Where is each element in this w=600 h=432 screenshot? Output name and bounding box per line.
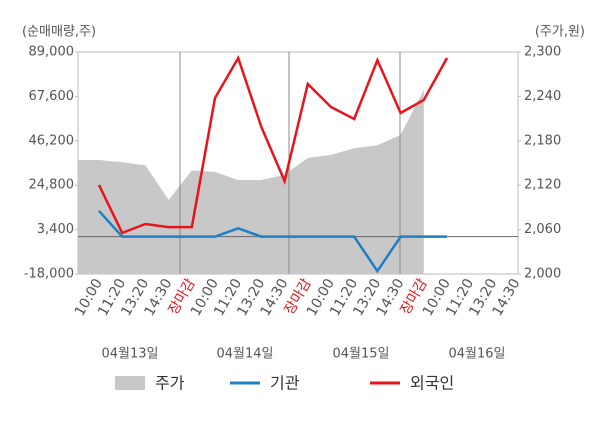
y-tick-label: 24,800 [29, 178, 75, 193]
legend-label: 기관 [270, 374, 300, 393]
y-tick-label: -18,000 [24, 267, 74, 282]
legend-label: 주가 [155, 374, 185, 393]
y2-axis-label: (주가,원) [535, 25, 585, 40]
y2-tick-label: 2,120 [524, 178, 561, 193]
y-tick-label: 46,200 [29, 133, 75, 148]
y2-tick-label: 2,060 [524, 222, 561, 237]
y-axis-label: (순매매량,주) [22, 25, 96, 40]
y2-tick-label: 2,300 [524, 45, 561, 60]
y2-tick-label: 2,180 [524, 133, 561, 148]
y2-tick-label: 2,000 [524, 267, 561, 282]
y-tick-label: 3,400 [37, 222, 74, 237]
y-tick-label: 89,000 [29, 45, 75, 60]
y2-tick-label: 2,240 [524, 89, 561, 104]
y-tick-label: 67,600 [29, 89, 75, 104]
series-line [97, 54, 449, 235]
series-line [98, 210, 447, 274]
legend-swatch [115, 376, 145, 390]
day-label: 04월16일 [448, 347, 505, 362]
day-label: 04월13일 [101, 347, 158, 362]
day-label: 04월14일 [216, 347, 273, 362]
legend-label: 외국인 [410, 374, 454, 393]
price-area [78, 89, 424, 275]
day-label: 04월15일 [332, 347, 389, 362]
